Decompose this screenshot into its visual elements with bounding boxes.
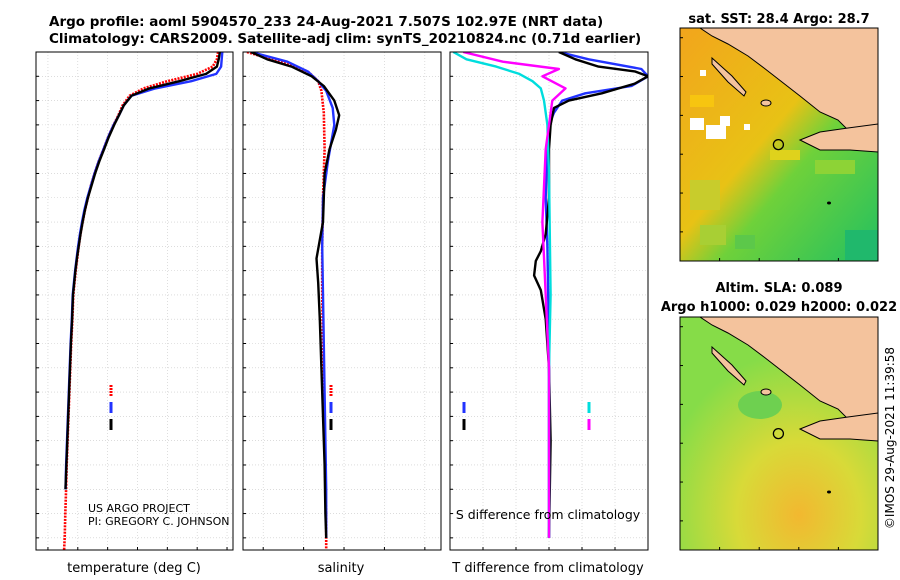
salinity-xlabel: salinity bbox=[318, 561, 365, 576]
sla-map-title: Altim. SLA: 0.089 bbox=[716, 281, 843, 296]
series-line-t-2 bbox=[64, 52, 222, 490]
credit-line1: US ARGO PROJECT bbox=[88, 502, 190, 515]
sla-siberut-island bbox=[711, 345, 747, 386]
difference-xlabel: T difference from climatology bbox=[451, 561, 644, 576]
series-line-d-3 bbox=[462, 52, 567, 538]
series-line-s-2 bbox=[250, 52, 341, 538]
java-land bbox=[798, 123, 878, 153]
sla-low-anomaly bbox=[738, 391, 782, 419]
figure-title-line1: Argo profile: aoml 5904570_233 24-Aug-20… bbox=[49, 14, 604, 30]
figure-title-line2: Climatology: CARS2009. Satellite-adj cli… bbox=[49, 31, 642, 47]
sst-map-frame bbox=[679, 27, 879, 262]
difference-ticks bbox=[450, 51, 616, 550]
sla-java-land bbox=[798, 412, 878, 442]
sst-map: sat. SST: 28.4 Argo: 28.7 bbox=[679, 12, 879, 262]
sst-argo-marker bbox=[772, 138, 785, 151]
credit-line2: PI: GREGORY C. JOHNSON bbox=[88, 515, 229, 528]
sla-map-ticks bbox=[679, 326, 879, 550]
s-difference-label: S difference from climatology bbox=[456, 507, 641, 522]
sla-christmas-island bbox=[827, 490, 831, 494]
sla-sumatra-land bbox=[699, 317, 878, 440]
sst-map-ticks bbox=[679, 37, 879, 261]
temperature-series bbox=[62, 52, 224, 550]
sla-argo-marker bbox=[772, 427, 785, 440]
salinity-panel: salinity bbox=[242, 51, 442, 576]
series-line-t-0 bbox=[62, 52, 220, 550]
enggano-island bbox=[760, 99, 772, 107]
siberut-island bbox=[711, 56, 747, 97]
difference-series bbox=[452, 52, 648, 538]
temperature-grid bbox=[36, 51, 233, 550]
sla-map: Altim. SLA: 0.089 Argo h1000: 0.029 h200… bbox=[661, 281, 897, 551]
sst-pixel-patches bbox=[690, 95, 878, 260]
salinity-series bbox=[246, 52, 341, 550]
christmas-island bbox=[827, 201, 831, 205]
temperature-xlabel: temperature (deg C) bbox=[67, 561, 201, 576]
difference-panel: T difference from climatology S differen… bbox=[449, 51, 649, 576]
salinity-frame bbox=[242, 51, 442, 551]
temperature-ticks bbox=[36, 51, 228, 550]
sst-map-title: sat. SST: 28.4 Argo: 28.7 bbox=[688, 12, 869, 27]
sst-cloud-gaps bbox=[690, 70, 750, 139]
temperature-frame bbox=[35, 51, 234, 551]
difference-legend bbox=[462, 402, 591, 430]
temperature-panel: temperature (deg C) US ARGO PROJECT PI: … bbox=[35, 51, 234, 576]
salinity-grid bbox=[243, 51, 441, 550]
salinity-ticks bbox=[243, 51, 426, 550]
series-line-s-0 bbox=[246, 52, 328, 550]
sumatra-land bbox=[699, 28, 878, 151]
sla-map-subtitle: Argo h1000: 0.029 h2000: 0.022 bbox=[661, 300, 897, 315]
imos-stamp: ©IMOS 29-Aug-2021 11:39:58 bbox=[883, 347, 897, 529]
sla-enggano-island bbox=[760, 388, 772, 396]
sla-map-frame bbox=[679, 316, 879, 551]
